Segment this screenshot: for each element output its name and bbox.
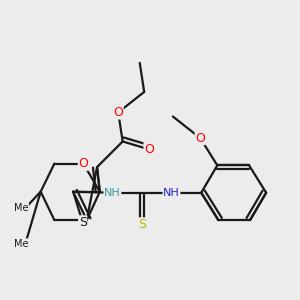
Text: O: O bbox=[195, 131, 205, 145]
Text: O: O bbox=[113, 106, 123, 119]
Text: S: S bbox=[138, 218, 146, 231]
Text: S: S bbox=[79, 216, 87, 229]
Text: Me: Me bbox=[14, 239, 28, 249]
Text: O: O bbox=[78, 157, 88, 170]
Text: Me: Me bbox=[14, 203, 28, 213]
Text: O: O bbox=[144, 143, 154, 156]
Text: NH: NH bbox=[104, 188, 121, 198]
Text: NH: NH bbox=[163, 188, 180, 198]
